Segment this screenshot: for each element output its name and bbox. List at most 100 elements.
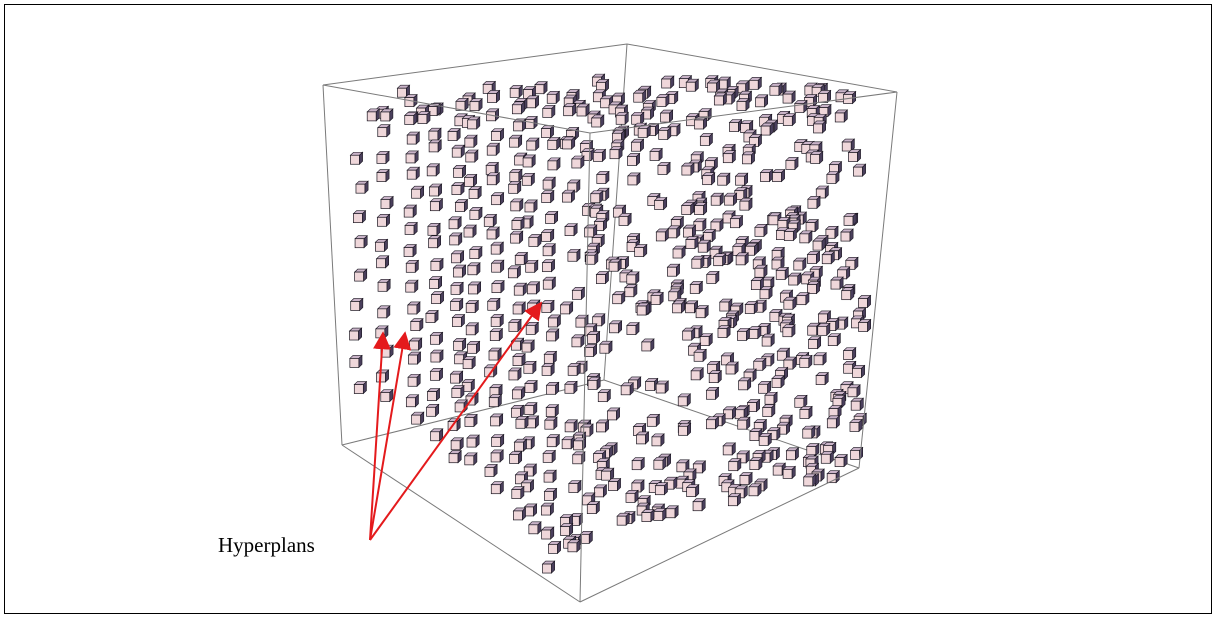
voxel (834, 109, 849, 123)
voxel (468, 185, 482, 200)
voxel (352, 209, 367, 224)
voxel (618, 212, 632, 227)
voxel (828, 160, 843, 175)
voxel (464, 452, 478, 466)
voxel (429, 367, 444, 382)
voxel (666, 225, 681, 239)
voxel (660, 75, 675, 89)
voxel (753, 299, 767, 313)
voxel (490, 259, 505, 273)
voxel (641, 338, 655, 352)
voxel (722, 442, 737, 456)
voxel (583, 343, 598, 358)
voxel (542, 104, 556, 119)
voxel (467, 281, 482, 295)
voxel (509, 168, 523, 183)
voxel (655, 380, 670, 394)
voxel (806, 442, 820, 457)
voxel (771, 374, 785, 389)
voxel (806, 250, 821, 265)
voxel (586, 500, 601, 515)
cube-edge (341, 444, 581, 603)
voxel (834, 316, 849, 330)
voxel (353, 268, 368, 282)
voxel (710, 218, 724, 232)
voxel (785, 447, 800, 461)
voxel (488, 394, 503, 408)
voxel (464, 134, 478, 148)
voxel (590, 114, 605, 128)
voxel (828, 404, 842, 419)
voxel (403, 243, 417, 258)
voxel (705, 416, 720, 430)
voxel (511, 216, 525, 231)
voxel (758, 432, 773, 447)
voxel (825, 225, 839, 239)
voxel (407, 351, 422, 365)
voxel (849, 418, 863, 433)
voxel (592, 148, 607, 163)
voxel (512, 352, 526, 367)
voxel (787, 272, 802, 286)
voxel (783, 296, 797, 310)
voxel (407, 301, 421, 315)
voxel (543, 350, 558, 365)
voxel (609, 146, 623, 160)
voxel (730, 302, 744, 316)
voxel (567, 539, 581, 553)
voxel (656, 93, 670, 108)
voxel (375, 255, 390, 269)
voxel (653, 196, 668, 211)
voxel (447, 127, 461, 142)
voxel (820, 450, 835, 464)
voxel (430, 349, 444, 363)
voxel (850, 397, 865, 411)
voxel (559, 301, 574, 315)
voxel (608, 258, 622, 272)
voxel (805, 218, 819, 233)
voxel (545, 381, 560, 395)
voxel (667, 288, 682, 302)
voxel (513, 282, 528, 296)
voxel (735, 252, 750, 266)
voxel (736, 327, 751, 342)
voxel (776, 421, 791, 435)
voxel (354, 235, 368, 249)
voxel (659, 109, 674, 123)
voxel (815, 371, 830, 386)
voxel (404, 93, 418, 108)
voxel (448, 216, 462, 230)
voxel (510, 404, 525, 418)
voxel (589, 204, 604, 218)
voxel (680, 201, 695, 216)
voxel (645, 122, 660, 137)
voxel (585, 251, 599, 265)
voxel (469, 206, 483, 221)
voxel (403, 111, 418, 126)
voxel (657, 126, 672, 141)
voxel (593, 484, 608, 498)
arrow-to-left-hyperplane (369, 331, 412, 541)
voxel (448, 232, 463, 246)
voxel (534, 81, 548, 95)
voxel (451, 384, 465, 399)
voxel (511, 485, 525, 500)
voxel (525, 95, 540, 109)
voxel (507, 180, 522, 195)
voxel (799, 230, 813, 244)
voxel (748, 325, 762, 340)
voxel (748, 483, 762, 497)
voxel (595, 270, 610, 285)
voxel (652, 507, 667, 522)
voxel (759, 286, 773, 300)
voxel (396, 84, 411, 98)
voxel (376, 168, 390, 183)
voxel (568, 479, 582, 494)
voxel (847, 148, 862, 163)
voxel (355, 180, 369, 194)
voxel (615, 111, 630, 125)
voxel (611, 129, 626, 143)
voxel (630, 138, 645, 152)
voxel (377, 123, 391, 138)
